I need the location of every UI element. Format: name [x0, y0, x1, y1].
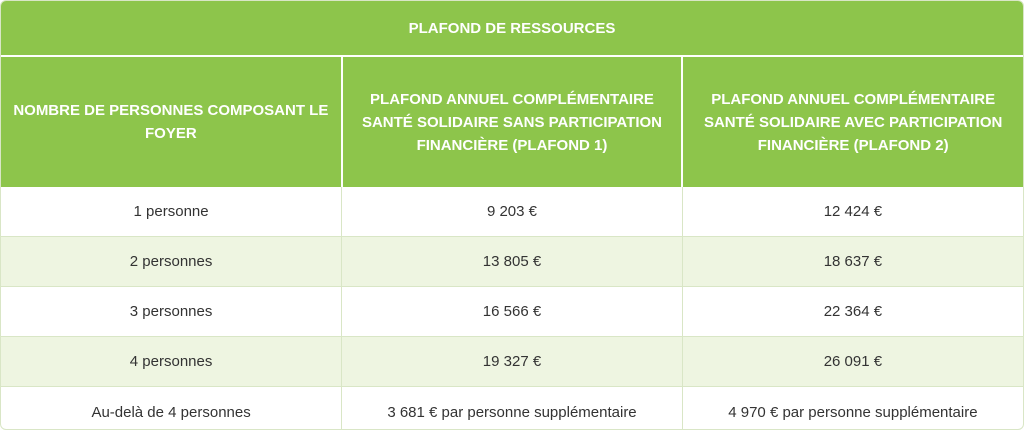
header-row: NOMBRE DE PERSONNES COMPOSANT LE FOYER PL… — [1, 56, 1023, 187]
table-row: Au-delà de 4 personnes 3 681 € par person… — [1, 386, 1023, 429]
table-cell: 22 364 € — [682, 286, 1023, 337]
table-title: PLAFOND DE RESSOURCES — [1, 1, 1023, 57]
table-cell: 13 805 € — [341, 236, 683, 287]
table-cell: 19 327 € — [341, 336, 683, 387]
table-cell: 16 566 € — [341, 286, 683, 337]
table-cell: 4 personnes — [1, 336, 343, 387]
table-row: 1 personne 9 203 €12 424 € — [1, 187, 1023, 237]
column-header: NOMBRE DE PERSONNES COMPOSANT LE FOYER — [1, 56, 343, 187]
table-cell: 26 091 € — [682, 336, 1023, 387]
title-row: PLAFOND DE RESSOURCES — [1, 1, 1023, 57]
table-cell: 1 personne — [1, 187, 343, 237]
table-row: 3 personnes 16 566 €22 364 € — [1, 286, 1023, 337]
column-header: PLAFOND ANNUEL COMPLÉMENTAIRE SANTÉ SOLI… — [682, 56, 1023, 187]
table-row: 2 personnes 13 805 €18 637 € — [1, 236, 1023, 287]
table-cell: 18 637 € — [682, 236, 1023, 287]
table-cell: 12 424 € — [682, 187, 1023, 237]
table-cell: 9 203 € — [341, 187, 683, 237]
table-row: 4 personnes 19 327 €26 091 € — [1, 336, 1023, 387]
table-cell: 2 personnes — [1, 236, 343, 287]
table-cell: 3 681 € par personne supplémentaire — [341, 386, 683, 429]
table-cell: 4 970 € par personne supplémentaire — [728, 404, 978, 421]
table-cell: 3 personnes — [1, 286, 343, 337]
table-cell: Au-delà de 4 personnes — [1, 386, 343, 429]
table-body: 1 personne 9 203 €12 424 €2 personnes 13 8… — [1, 187, 1023, 429]
table-head: PLAFOND DE RESSOURCES NOMBRE DE PERSONNE… — [1, 1, 1023, 187]
column-header: PLAFOND ANNUEL COMPLÉMENTAIRE SANTÉ SOLI… — [341, 56, 684, 187]
